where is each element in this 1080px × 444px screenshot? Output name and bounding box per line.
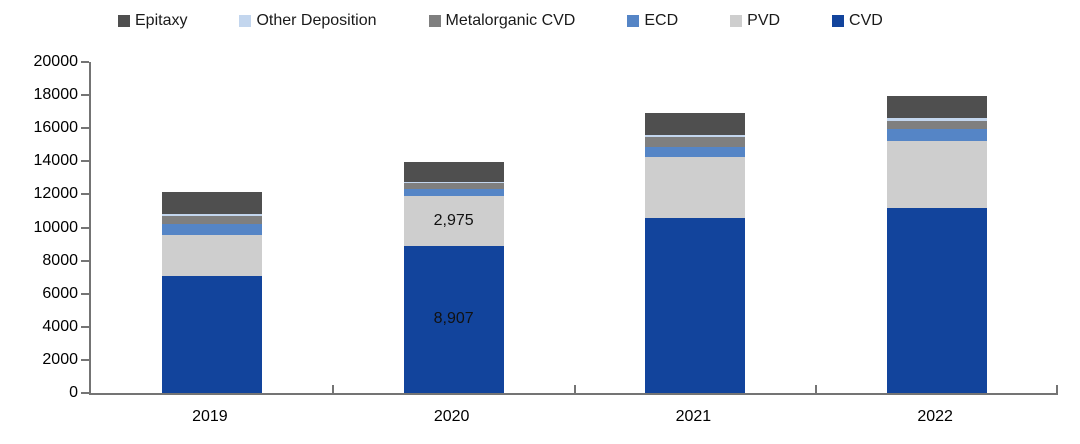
- x-tick-label: 2019: [192, 408, 228, 425]
- y-axis-tick: [81, 94, 89, 97]
- y-axis-tick: [81, 160, 89, 163]
- y-tick-label: 10000: [33, 218, 79, 236]
- y-tick-label: 16000: [33, 119, 79, 137]
- bar-segment-other-deposition: [161, 214, 262, 216]
- legend-item-epitaxy: Epitaxy: [118, 12, 187, 30]
- bar-2020: 8,907 2,975: [403, 162, 504, 393]
- y-tick-label: 20000: [33, 53, 79, 70]
- y-axis-tick: [81, 392, 89, 394]
- bar-segment-ecd: [403, 189, 504, 197]
- bar-segment-pvd: [887, 141, 988, 209]
- y-axis-tick: [81, 193, 89, 196]
- legend-swatch: [428, 15, 441, 27]
- chart-legend: Epitaxy Other Deposition Metalorganic CVD E…: [0, 8, 1080, 34]
- x-tick-label: 2020: [433, 408, 470, 425]
- bar-segment-other-deposition: [645, 134, 746, 137]
- bar-segment-ecd: [645, 147, 746, 157]
- x-axis-tick: [815, 385, 818, 393]
- bar-segment-pvd: 2,975: [403, 196, 504, 246]
- legend-label: Epitaxy: [135, 12, 188, 29]
- bar-segment-cvd: [887, 208, 988, 393]
- legend-label: Other Deposition: [256, 12, 377, 29]
- legend-label: PVD: [747, 12, 781, 29]
- bar-segment-epitaxy: [645, 112, 746, 135]
- y-tick-label: 4000: [42, 317, 78, 335]
- y-axis-tick: [81, 127, 89, 130]
- x-tick-label: 2022: [917, 408, 953, 425]
- legend-item-ecd: ECD: [627, 12, 678, 30]
- bar-segment-metalorganic-cvd: [403, 182, 504, 190]
- y-axis-tick: [81, 358, 89, 361]
- bar-segment-other-deposition: [887, 118, 988, 121]
- bar-segment-epitaxy: [403, 162, 504, 182]
- y-axis-tick: [81, 325, 89, 328]
- bar-2022: [887, 96, 988, 393]
- bar-2021: [645, 112, 746, 393]
- bar-segment-cvd: [645, 217, 746, 393]
- legend-swatch: [239, 15, 252, 27]
- y-tick-label: 18000: [33, 86, 79, 104]
- bar-segment-ecd: [161, 223, 262, 235]
- bar-segment-pvd: [161, 234, 262, 276]
- legend-item-metalorganic-cvd: Metalorganic CVD: [428, 12, 576, 30]
- x-axis-tick: [573, 385, 576, 393]
- legend-swatch: [118, 15, 130, 27]
- y-axis-tick: [81, 226, 89, 229]
- y-tick-label: 6000: [42, 284, 78, 302]
- y-axis-tick: [81, 259, 89, 262]
- bar-segment-cvd: 8,907: [403, 245, 504, 393]
- y-axis-tick: [81, 292, 89, 295]
- bar-segment-epitaxy: [161, 192, 262, 215]
- legend-swatch: [730, 15, 743, 27]
- y-tick-label: 12000: [33, 185, 79, 203]
- bar-2019: [161, 192, 262, 393]
- data-label: 2,975: [433, 211, 474, 229]
- bar-segment-cvd: [161, 275, 262, 393]
- y-axis-labels: 0 2000 4000 6000 8000 10000 12000 14000 16000 180…: [0, 0, 79, 444]
- bar-segment-metalorganic-cvd: [645, 137, 746, 148]
- bar-segment-ecd: [887, 129, 988, 142]
- y-tick-label: 14000: [33, 152, 79, 170]
- x-axis-tick: [331, 385, 334, 393]
- y-tick-label: 2000: [42, 350, 78, 368]
- x-axis-tick: [1056, 385, 1058, 393]
- legend-item-other-deposition: Other Deposition: [239, 12, 377, 30]
- plot-area: 8,907 2,975: [89, 62, 1058, 395]
- bar-segment-metalorganic-cvd: [161, 215, 262, 224]
- legend-label: ECD: [644, 12, 679, 29]
- data-label: 8,907: [433, 310, 474, 328]
- legend-item-pvd: PVD: [730, 12, 780, 30]
- y-axis-tick: [81, 61, 89, 63]
- legend-swatch: [832, 15, 845, 27]
- bar-segment-metalorganic-cvd: [887, 120, 988, 130]
- bar-segment-pvd: [645, 156, 746, 218]
- legend-item-cvd: CVD: [832, 12, 883, 30]
- bar-segment-epitaxy: [887, 96, 988, 119]
- y-tick-label: 0: [69, 384, 78, 401]
- bar-segment-other-deposition: [403, 181, 504, 183]
- y-tick-label: 8000: [42, 251, 78, 269]
- legend-swatch: [627, 15, 640, 27]
- x-tick-label: 2021: [675, 408, 712, 425]
- legend-label: Metalorganic CVD: [445, 12, 576, 29]
- legend-label: CVD: [849, 12, 883, 29]
